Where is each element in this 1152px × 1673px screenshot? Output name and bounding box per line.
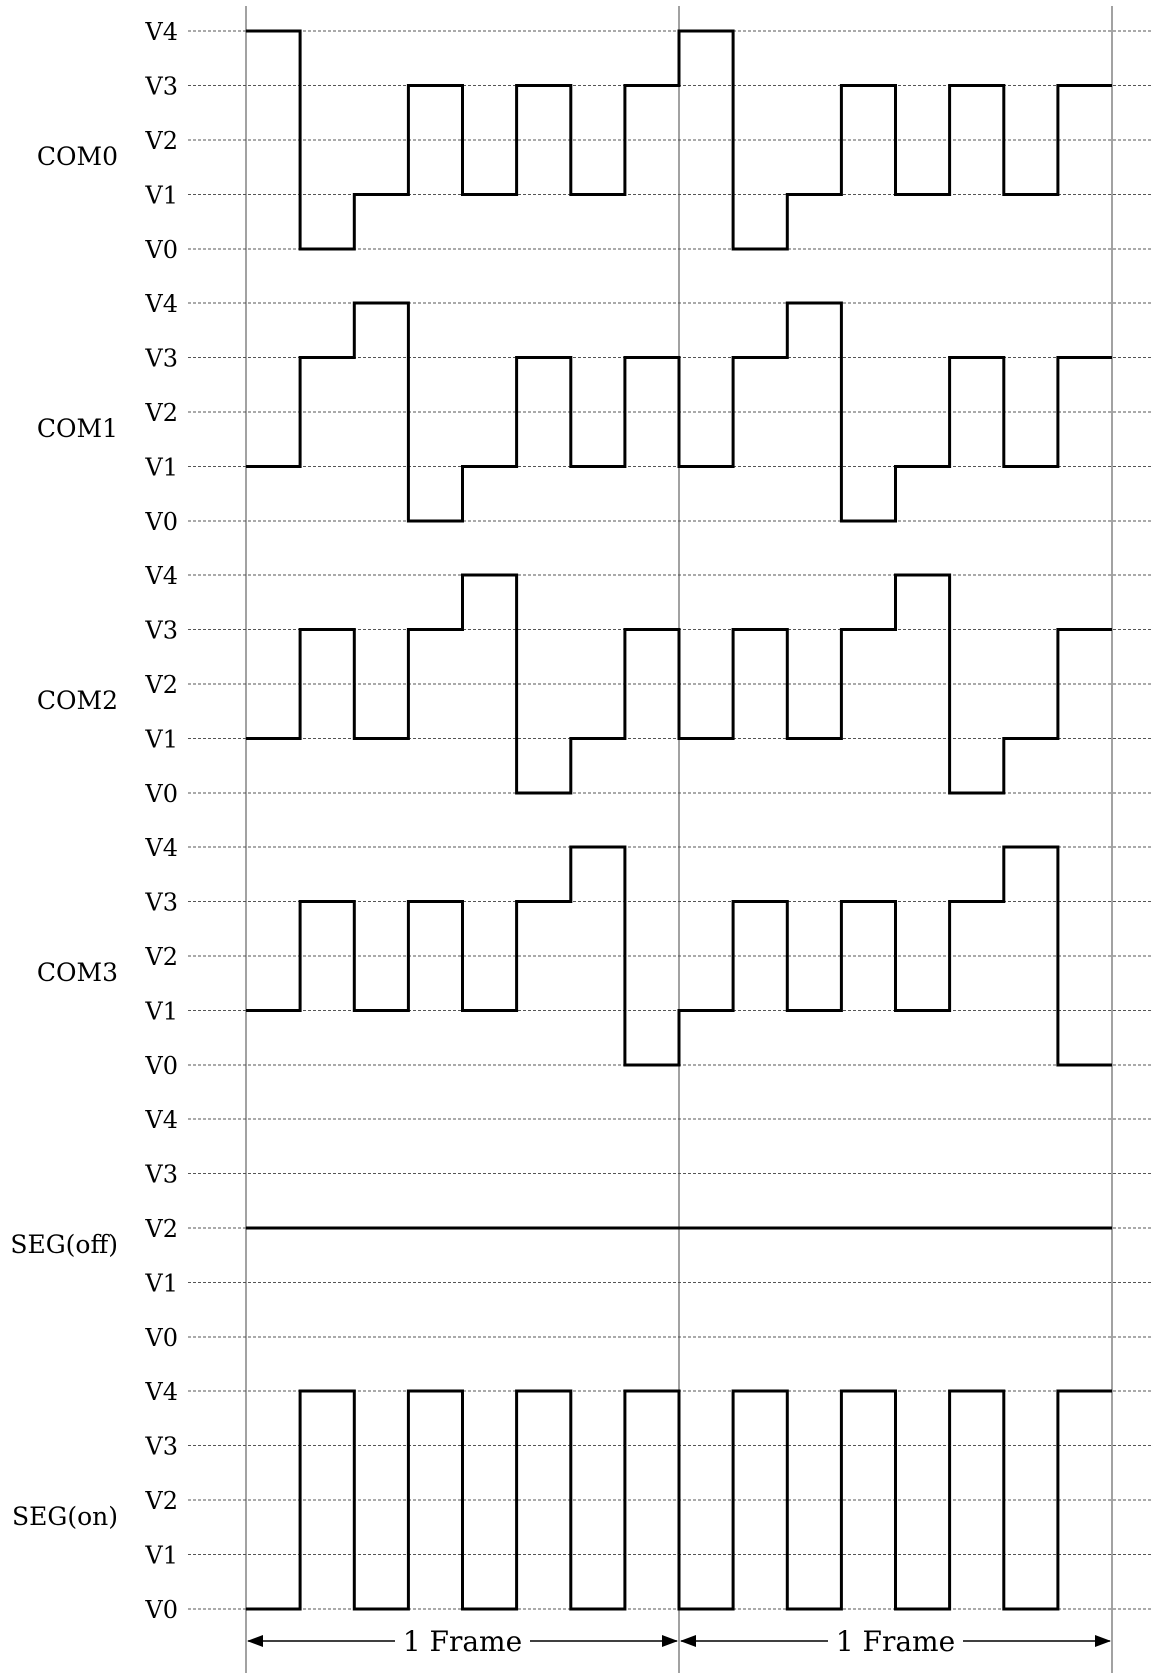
level-label-com0-v4: V4: [144, 18, 178, 46]
level-label-com1-v3: V3: [144, 345, 178, 373]
level-label-com3-v4: V4: [144, 834, 178, 862]
level-label-com3-v2: V2: [144, 943, 178, 971]
level-label-com1-v0: V0: [144, 508, 178, 536]
signal-label-seg-off: SEG(off): [10, 1230, 118, 1259]
level-label-com0-v0: V0: [144, 236, 178, 264]
waveform-com2: [246, 573, 1112, 795]
signal-label-com1: COM1: [37, 414, 118, 443]
signal-label-seg-on: SEG(on): [12, 1502, 118, 1531]
level-label-com1-v1: V1: [144, 454, 178, 482]
level-label-com1-v4: V4: [144, 290, 178, 318]
waveform-seg-on: [246, 1389, 1112, 1611]
waveform-com0: [246, 29, 1112, 251]
level-label-seg-on-v0: V0: [144, 1596, 178, 1624]
arrowhead-right-icon: [1095, 1635, 1111, 1647]
frame-arrows: 1 Frame 1 Frame: [247, 1625, 1111, 1658]
level-label-com2-v3: V3: [144, 617, 178, 645]
level-label-seg-on-v2: V2: [144, 1487, 178, 1515]
level-label-com1-v2: V2: [144, 399, 178, 427]
level-label-com2-v2: V2: [144, 671, 178, 699]
level-label-seg-off-v1: V1: [144, 1270, 178, 1298]
level-label-com0-v1: V1: [144, 182, 178, 210]
level-label-seg-on-v1: V1: [144, 1542, 178, 1570]
level-label-com3-v1: V1: [144, 998, 178, 1026]
level-label-com2-v0: V0: [144, 780, 178, 808]
waveform-com3: [246, 845, 1112, 1067]
level-label-com0-v2: V2: [144, 127, 178, 155]
level-label-com2-v4: V4: [144, 562, 178, 590]
level-label-seg-off-v0: V0: [144, 1324, 178, 1352]
label-layer: V0 V1 V2 V3 V4 COM0 V0 V1 V2 V3 V4 COM1 V0 V1 V2 V3 V4 CO…: [10, 18, 178, 1624]
level-label-seg-off-v2: V2: [144, 1215, 178, 1243]
frame-label-2: 1 Frame: [836, 1625, 955, 1658]
arrowhead-left-icon: [680, 1635, 696, 1647]
level-label-com3-v0: V0: [144, 1052, 178, 1080]
signal-label-com3: COM3: [37, 958, 118, 987]
signal-label-com0: COM0: [37, 142, 118, 171]
frame-label-1: 1 Frame: [403, 1625, 522, 1658]
level-label-seg-on-v4: V4: [144, 1378, 178, 1406]
level-label-seg-off-v4: V4: [144, 1106, 178, 1134]
level-label-seg-on-v3: V3: [144, 1433, 178, 1461]
arrowhead-right-icon: [662, 1635, 678, 1647]
level-label-seg-off-v3: V3: [144, 1161, 178, 1189]
level-label-com2-v1: V1: [144, 726, 178, 754]
grid-layer: [188, 30, 1152, 1610]
signal-label-com2: COM2: [37, 686, 118, 715]
level-label-com0-v3: V3: [144, 73, 178, 101]
arrowhead-left-icon: [247, 1635, 263, 1647]
waveform-com1: [246, 301, 1112, 523]
waveform-layer: [246, 29, 1112, 1611]
level-label-com3-v3: V3: [144, 889, 178, 917]
